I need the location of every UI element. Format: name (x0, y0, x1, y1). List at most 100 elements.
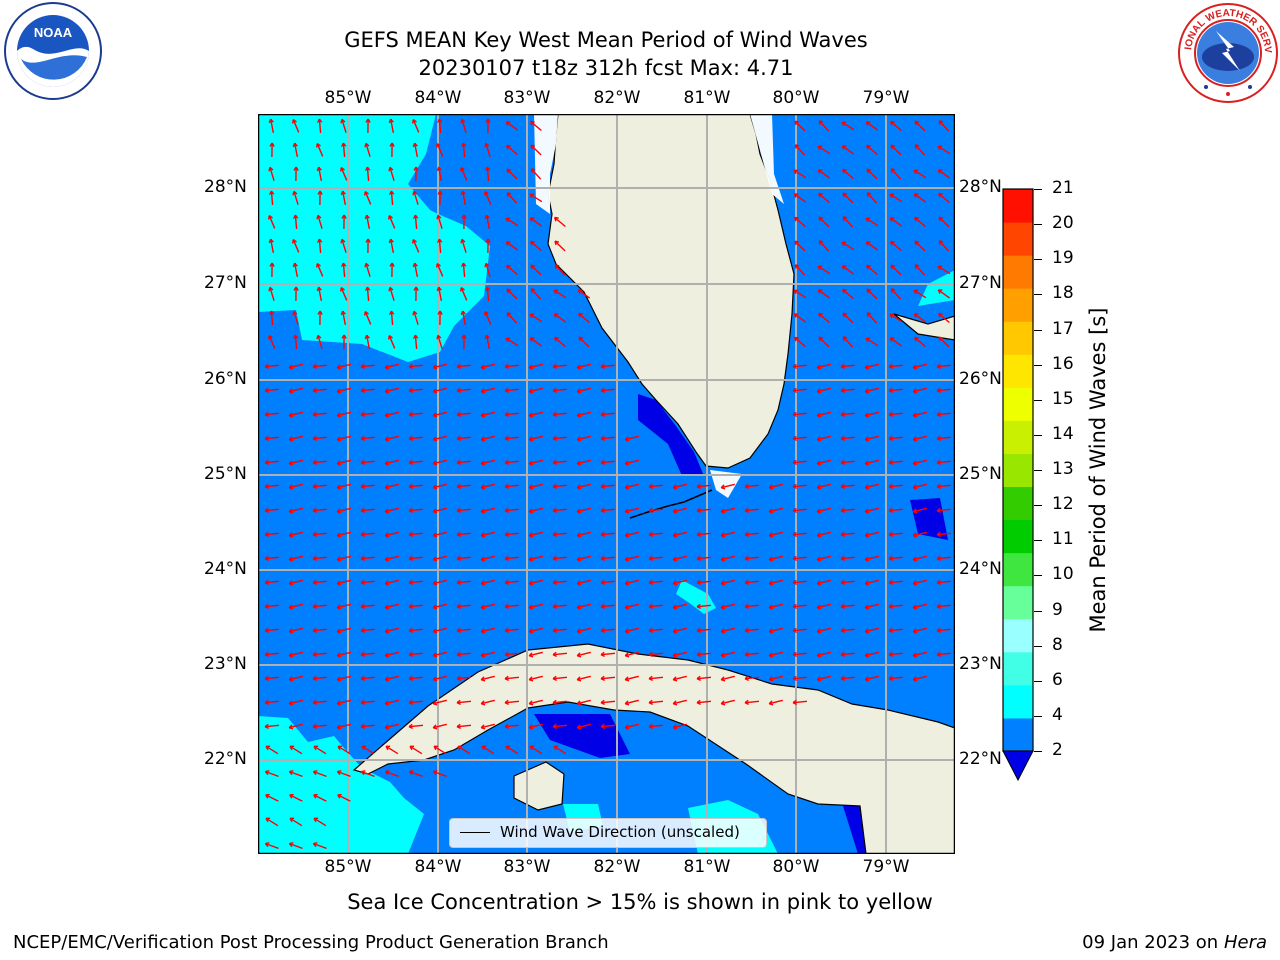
wind-wave-arrowhead (936, 507, 941, 514)
wind-wave-arrow (552, 676, 568, 680)
wind-wave-arrowhead (408, 507, 413, 514)
wind-wave-arrowhead (268, 166, 274, 172)
wind-wave-arrow (505, 121, 519, 131)
wind-wave-arrowhead (937, 289, 943, 294)
wind-wave-arrow (913, 435, 927, 441)
darkblue-region-cuba-bay (534, 714, 630, 758)
wind-wave-arrowhead (936, 387, 941, 394)
wind-wave-arrow (289, 579, 303, 585)
wind-wave-arrow (360, 700, 376, 704)
wind-wave-arrow (840, 484, 856, 488)
wind-wave-arrow (577, 435, 591, 441)
wind-wave-arrow (865, 507, 879, 513)
wind-wave-arrow (312, 700, 328, 704)
wind-wave-arrow (936, 388, 952, 392)
wind-wave-arrowhead (720, 532, 726, 538)
wind-wave-arrow (577, 603, 591, 609)
wind-wave-arrow (456, 604, 472, 608)
colorbar-cell (1003, 354, 1033, 388)
wind-wave-arrow (341, 310, 347, 326)
wind-wave-arrowhead (312, 603, 317, 610)
wind-wave-arrow (529, 217, 543, 227)
land-bahamas (893, 313, 955, 341)
wind-wave-arrow (648, 724, 664, 728)
colorbar-cell (1003, 684, 1033, 719)
map-subtitle: 20230107 t18z 312h fcst Max: 4.71 (418, 56, 794, 80)
wind-wave-arrowhead (336, 556, 342, 562)
wind-wave-arrowhead (744, 627, 749, 634)
wind-wave-arrowhead (408, 651, 413, 658)
wind-wave-arrow (437, 215, 443, 229)
wind-wave-arrow (337, 723, 351, 729)
wind-wave-arrowhead (293, 166, 299, 171)
map-frame[interactable] (258, 114, 955, 854)
wind-wave-arrowhead (696, 507, 701, 514)
wind-wave-arrow (696, 532, 712, 536)
wind-wave-arrowhead (384, 700, 390, 706)
wind-wave-arrow (817, 435, 831, 441)
wind-wave-arrow (360, 532, 376, 536)
colorbar-tick-label: 19 (1052, 248, 1074, 269)
wind-wave-arrow (505, 217, 519, 227)
wind-wave-arrowhead (552, 459, 557, 466)
wind-wave-arrowhead (316, 286, 322, 292)
lon-label-top: 84°W (414, 88, 462, 108)
wind-wave-arrowhead (720, 652, 726, 658)
wind-wave-arrowhead (840, 387, 845, 394)
wind-wave-arrow (577, 363, 591, 369)
wind-wave-arrow (433, 723, 447, 729)
wind-wave-arrow (481, 579, 495, 585)
wind-wave-arrow (792, 364, 808, 368)
colorbar-cell (1003, 453, 1033, 488)
wind-wave-arrowhead (389, 142, 395, 147)
wind-wave-arrowhead (408, 459, 413, 466)
wind-wave-arrow (552, 652, 568, 656)
wind-wave-arrowhead (384, 364, 390, 370)
wind-wave-arrow (504, 532, 520, 536)
wind-wave-arrow (529, 459, 543, 465)
wind-wave-arrowhead (840, 459, 845, 466)
wind-wave-arrowhead (312, 435, 317, 442)
wind-wave-arrow (433, 507, 447, 513)
wind-wave-arrow (769, 507, 783, 513)
wind-wave-arrow (889, 337, 903, 347)
wind-wave-arrow (390, 190, 394, 206)
wind-wave-arrow (842, 216, 854, 228)
wind-wave-arrow (337, 435, 351, 441)
wind-wave-arrow (456, 556, 472, 560)
wind-wave-arrowhead (936, 627, 941, 634)
wind-wave-arrow (794, 264, 806, 276)
wind-wave-arrowhead (528, 364, 534, 370)
wind-wave-arrowhead (818, 336, 824, 342)
wind-wave-arrow (721, 627, 735, 633)
wind-wave-arrow (462, 262, 466, 278)
colorbar-tick-label: 11 (1052, 529, 1074, 550)
wind-wave-arrow (793, 313, 807, 323)
wind-wave-arrowhead (529, 337, 535, 342)
colorbar-tick-mark (1034, 364, 1042, 366)
wind-wave-arrowhead (600, 531, 605, 538)
wind-wave-arrowhead (408, 627, 413, 634)
wind-wave-arrowhead (792, 627, 797, 634)
wind-wave-arrow (865, 459, 879, 465)
wind-wave-arrow (936, 628, 952, 632)
wind-wave-arrowhead (388, 238, 394, 244)
map-legend: Wind Wave Direction (unscaled) (449, 818, 767, 848)
wind-wave-arrowhead (312, 387, 317, 394)
wind-wave-arrow (890, 168, 902, 180)
wind-wave-arrowhead (840, 603, 845, 610)
wind-wave-arrowhead (408, 387, 413, 394)
wind-wave-arrowhead (529, 240, 535, 246)
wind-wave-arrowhead (480, 556, 486, 562)
wind-wave-arrowhead (648, 603, 653, 610)
lat-label-left: 24°N (204, 559, 247, 579)
colorbar-cell (1003, 255, 1033, 289)
wind-wave-arrow (437, 335, 443, 349)
wind-wave-arrow (265, 842, 279, 850)
wind-wave-arrow (360, 388, 376, 392)
wind-wave-arrowhead (293, 286, 299, 291)
wind-wave-arrowhead (336, 508, 342, 514)
graticule (258, 114, 955, 854)
wind-wave-arrowhead (504, 411, 509, 418)
wind-wave-arrow (340, 287, 348, 301)
